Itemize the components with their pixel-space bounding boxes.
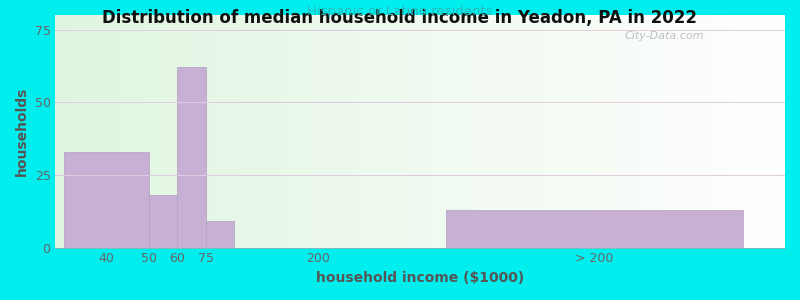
Text: Hispanic or Latino residents: Hispanic or Latino residents [307,5,493,18]
Text: City-Data.com: City-Data.com [625,31,704,41]
Y-axis label: households: households [15,87,29,176]
Bar [64,152,149,248]
Bar [177,67,206,248]
Bar [446,210,742,248]
X-axis label: household income ($1000): household income ($1000) [316,271,524,285]
Bar [206,221,234,248]
Bar [149,195,177,248]
Text: Distribution of median household income in Yeadon, PA in 2022: Distribution of median household income … [102,9,698,27]
